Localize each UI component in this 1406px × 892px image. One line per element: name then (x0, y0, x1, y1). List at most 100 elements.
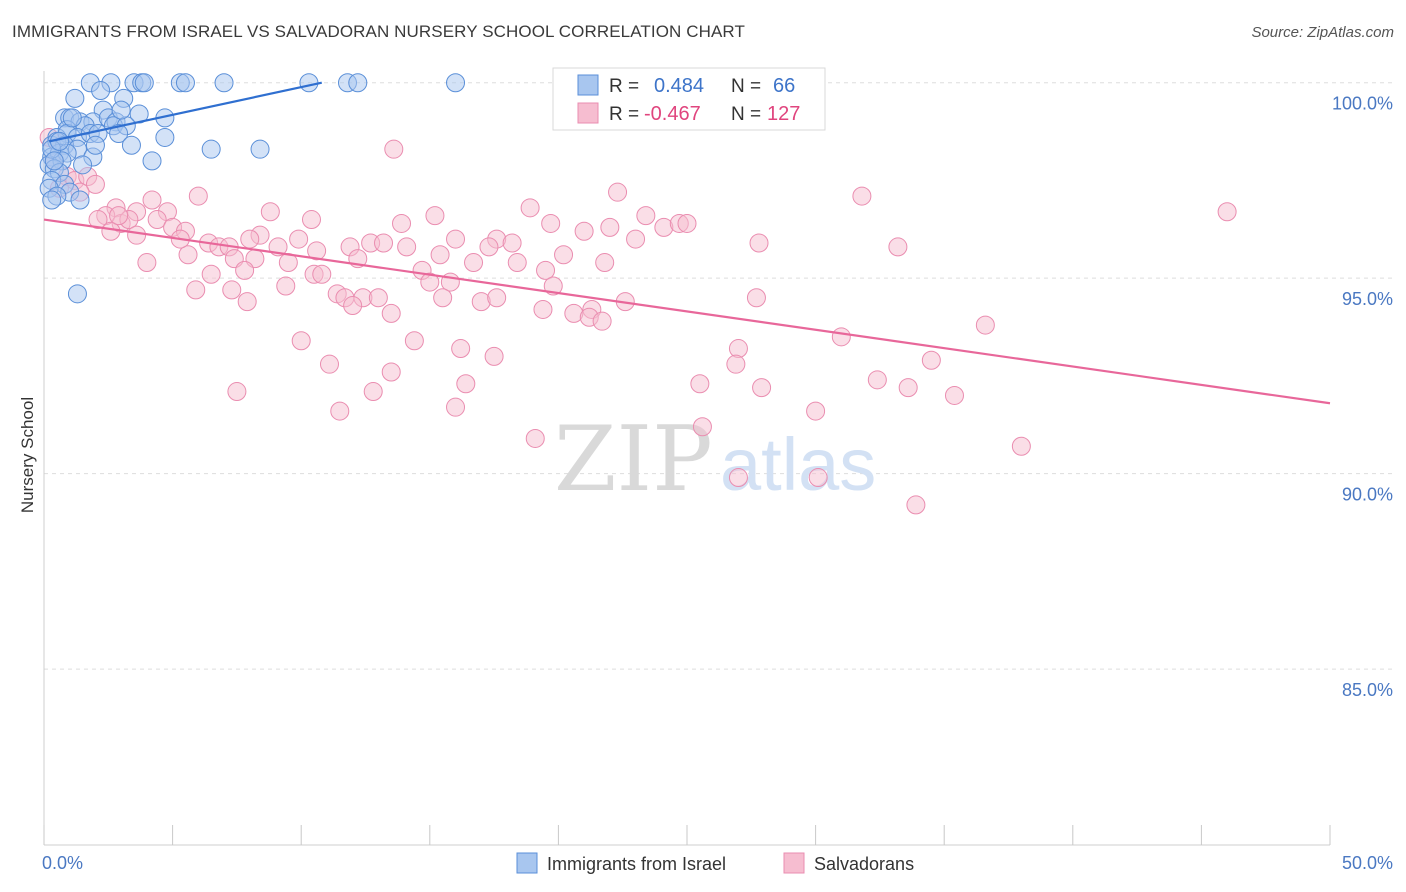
salvadoran-point-11 (142, 190, 162, 210)
salvadoran-point-21 (88, 210, 108, 230)
salvadoran-point-71 (222, 280, 242, 300)
salvadoran-point-110 (806, 401, 826, 421)
israel-point-64 (85, 135, 105, 155)
legend-r-value-2: -0.467 (644, 103, 701, 125)
correlation-legend: R = 0.484 N = 66 R = -0.467 N = 127 (552, 67, 826, 131)
israel-point-48 (73, 155, 93, 175)
salvadoran-point-58 (554, 245, 574, 265)
salvadoran-point-84 (381, 303, 401, 323)
salvadoran-point-104 (752, 378, 772, 398)
salvadoran-point-113 (1011, 436, 1031, 456)
salvadoran-point-124 (374, 233, 394, 253)
israel-trend-line (48, 81, 323, 143)
salvadoran-point-102 (456, 374, 476, 394)
salvadoran-point-67 (420, 272, 440, 292)
salvadoran-point-109 (446, 397, 466, 417)
salvadoran-point-20 (1217, 202, 1237, 222)
salvadoran-point-12 (520, 198, 540, 218)
salvadoran-point-106 (898, 378, 918, 398)
salvadoran-point-1 (384, 139, 404, 159)
salvadoran-point-24 (147, 210, 167, 230)
salvadoran-point-100 (227, 382, 247, 402)
salvadoran-point-89 (975, 315, 995, 335)
salvadoran-point-81 (746, 288, 766, 308)
y-axis-label: Nursery School (18, 397, 37, 513)
salvadoran-point-127 (574, 221, 594, 241)
salvadoran-point-91 (404, 331, 424, 351)
grid-lines (44, 82, 1393, 670)
legend-n-label-1: N = (731, 76, 761, 97)
israel-point-49 (142, 151, 162, 171)
israel-point-8 (299, 73, 319, 93)
salvadoran-point-90 (291, 331, 311, 351)
israel-point-33 (109, 124, 129, 144)
salvadoran-point-28 (541, 213, 561, 233)
legend-n-label-2: N = (731, 104, 761, 125)
israel-point-39 (121, 135, 141, 155)
salvadoran-point-108 (330, 401, 350, 421)
salvadoran-point-19 (636, 206, 656, 226)
salvadoran-point-111 (692, 417, 712, 437)
series-legend: Immigrants from Israel Salvadorans (516, 852, 914, 874)
salvadoran-point-10 (188, 186, 208, 206)
salvadoran-point-39 (446, 229, 466, 249)
salvadoran-point-115 (808, 468, 828, 488)
salvadoran-point-114 (728, 468, 748, 488)
salvadoran-point-65 (276, 276, 296, 296)
legend-swatch-blue (577, 74, 599, 96)
salvadoran-point-9 (852, 186, 872, 206)
salvadoran-point-32 (600, 217, 620, 237)
salvadoran-point-37 (626, 229, 646, 249)
israel-point-63 (62, 108, 82, 128)
chart-title: IMMIGRANTS FROM ISRAEL VS SALVADORAN NUR… (12, 22, 745, 41)
salvadoran-point-107 (944, 385, 964, 405)
salvadoran-point-7 (85, 174, 105, 194)
salvadoran-point-97 (319, 354, 339, 374)
salvadoran-point-116 (906, 495, 926, 515)
salvadoran-point-99 (381, 362, 401, 382)
salvadoran-point-66 (312, 264, 332, 284)
salvadoran-point-47 (479, 237, 499, 257)
series-legend-label-israel: Immigrants from Israel (547, 854, 726, 874)
salvadoran-point-120 (109, 206, 129, 226)
salvadoran-point-122 (240, 229, 260, 249)
salvadoran-point-64 (536, 260, 556, 280)
salvadoran-point-88 (592, 311, 612, 331)
israel-point-12 (65, 88, 85, 108)
israel-point-6 (175, 73, 195, 93)
legend-r-value-1: 0.484 (654, 75, 704, 97)
salvadoran-point-105 (867, 370, 887, 390)
salvadoran-point-50 (137, 253, 157, 273)
salvadoran-point-26 (301, 210, 321, 230)
salvadoran-point-126 (502, 233, 522, 253)
salvadoran-point-48 (749, 233, 769, 253)
israel-point-57 (42, 190, 62, 210)
salvadoran-point-103 (690, 374, 710, 394)
salvadoran-point-95 (484, 346, 504, 366)
salvadoran-point-123 (289, 229, 309, 249)
salvadoran-point-85 (533, 299, 553, 319)
salvadoran-point-75 (368, 288, 388, 308)
series-legend-swatch-pink (783, 852, 805, 874)
y-tick-label-2: 90.0% (1342, 485, 1393, 505)
israel-point-61 (44, 151, 64, 171)
y-tick-label-1: 95.0% (1342, 289, 1393, 309)
israel-point-59 (67, 284, 87, 304)
salvadoran-point-44 (307, 241, 327, 261)
salvadoran-point-17 (260, 202, 280, 222)
watermark-zip: ZIP (554, 407, 713, 512)
salvadoran-point-93 (451, 339, 471, 359)
salvadoran-point-96 (921, 350, 941, 370)
salvadoran-point-27 (392, 213, 412, 233)
salvadoran-point-46 (397, 237, 417, 257)
israel-point-11 (446, 73, 466, 93)
x-tick-label-0: 0.0% (42, 853, 83, 873)
salvadoran-trend-line (43, 218, 1331, 405)
salvadoran-point-18 (425, 206, 445, 226)
salvadoran-point-8 (608, 182, 628, 202)
y-tick-label-3: 85.0% (1342, 680, 1393, 700)
salvadoran-point-82 (237, 292, 257, 312)
series-legend-label-salvadorans: Salvadorans (814, 854, 914, 874)
salvadoran-point-33 (127, 225, 147, 245)
